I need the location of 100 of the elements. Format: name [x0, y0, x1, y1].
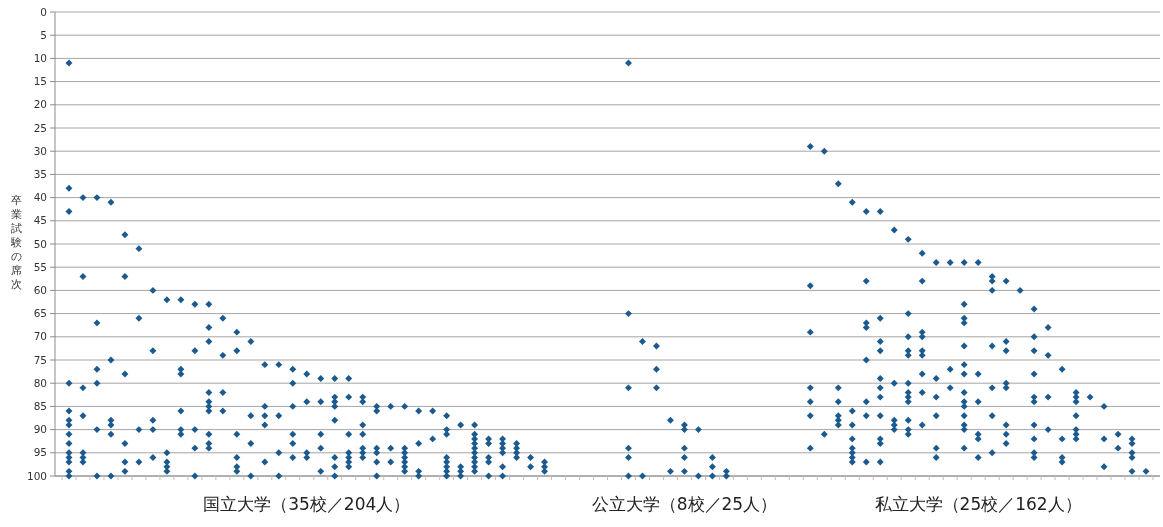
point: [834, 398, 842, 406]
point: [876, 412, 884, 420]
point: [960, 342, 968, 350]
point: [233, 430, 241, 438]
point: [625, 453, 632, 461]
point: [177, 407, 185, 415]
point: [499, 472, 507, 480]
y-tick-label: 70: [33, 330, 47, 343]
point: [205, 337, 213, 345]
point: [471, 440, 479, 447]
point: [191, 472, 199, 480]
point: [121, 370, 129, 378]
point: [79, 384, 87, 392]
point: [1002, 440, 1010, 447]
point: [331, 453, 339, 461]
point: [876, 440, 884, 447]
y-tick-label: 90: [33, 423, 47, 436]
point: [680, 467, 688, 475]
point: [471, 449, 479, 457]
point: [317, 444, 325, 452]
point: [261, 421, 269, 429]
point: [79, 458, 87, 466]
point: [205, 389, 213, 396]
point: [1072, 435, 1080, 443]
point: [862, 324, 870, 331]
point: [932, 444, 940, 452]
point: [876, 384, 884, 392]
point: [443, 472, 451, 480]
point: [904, 379, 912, 387]
point: [275, 472, 283, 480]
point: [1072, 398, 1080, 406]
x-tick-label: 公立大学（8校／25人）: [591, 494, 778, 514]
point: [191, 426, 199, 434]
point: [848, 421, 856, 429]
point: [988, 449, 996, 457]
point: [1030, 398, 1038, 406]
point: [289, 440, 297, 447]
y-tick-label: 65: [33, 307, 47, 320]
point: [680, 453, 688, 461]
point: [401, 463, 409, 471]
point: [946, 384, 954, 392]
point: [988, 412, 996, 420]
point: [625, 384, 632, 392]
point: [960, 444, 968, 452]
point: [625, 444, 632, 452]
point: [890, 426, 898, 434]
y-tick-label: 75: [33, 353, 47, 366]
point: [485, 453, 493, 461]
point: [1030, 347, 1038, 355]
point: [443, 463, 451, 471]
point: [974, 435, 982, 443]
point: [988, 342, 996, 350]
point: [876, 337, 884, 345]
point: [107, 421, 115, 429]
point: [233, 453, 241, 461]
point: [289, 430, 297, 438]
point: [932, 453, 940, 461]
point: [373, 472, 381, 480]
point: [960, 319, 968, 327]
point: [904, 333, 912, 341]
point: [387, 458, 395, 466]
point: [317, 467, 325, 475]
point: [135, 458, 143, 466]
point: [331, 416, 339, 424]
y-tick-label: 55: [33, 260, 47, 273]
point: [93, 365, 101, 373]
point: [960, 389, 968, 396]
point: [918, 370, 926, 378]
point: [1002, 347, 1010, 355]
point: [219, 389, 227, 396]
point: [345, 463, 353, 471]
point: [177, 370, 185, 378]
point: [65, 458, 73, 466]
y-tick-label: 25: [33, 121, 47, 134]
point: [1100, 463, 1108, 471]
point: [862, 356, 870, 364]
y-tick-label: 95: [33, 446, 47, 459]
point: [904, 430, 912, 438]
point: [331, 463, 339, 471]
y-tick-label: 50: [33, 237, 47, 250]
point: [988, 384, 996, 392]
point: [275, 449, 283, 457]
y-tick-label: 10: [33, 52, 47, 65]
y-tick-label: 35: [33, 168, 47, 181]
point: [708, 472, 716, 480]
y-axis-title: 卒業試験の席次: [9, 194, 22, 291]
point: [471, 463, 479, 471]
point: [205, 407, 213, 415]
point: [848, 458, 856, 466]
point: [680, 444, 688, 452]
point: [205, 430, 213, 438]
point: [1002, 384, 1010, 392]
y-tick-label: 0: [40, 5, 47, 18]
point: [904, 416, 912, 424]
point: [289, 453, 297, 461]
point: [93, 379, 101, 387]
y-tick-label: 5: [40, 28, 47, 41]
point: [79, 412, 87, 420]
point: [1044, 393, 1052, 401]
point: [443, 430, 451, 438]
